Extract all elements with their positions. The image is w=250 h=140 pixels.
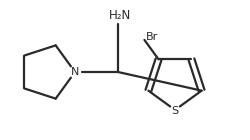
Text: S: S (171, 106, 178, 116)
Text: H₂N: H₂N (108, 9, 130, 22)
Text: Br: Br (146, 32, 158, 42)
Text: N: N (70, 67, 79, 77)
